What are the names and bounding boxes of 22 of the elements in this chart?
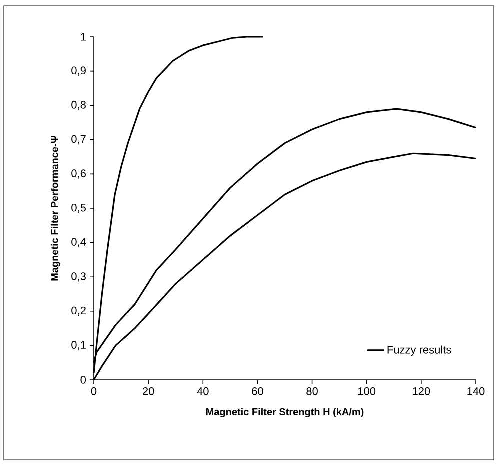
x-tick-label: 80 <box>306 388 318 396</box>
y-tick-label: 0,5 <box>72 204 86 214</box>
x-tick-label: 20 <box>143 388 154 396</box>
y-tick-label: 0,7 <box>72 135 86 144</box>
x-tick-label: 100 <box>358 388 376 396</box>
y-tick-label: 0,9 <box>72 66 86 76</box>
legend-label: Fuzzy results <box>388 346 452 356</box>
y-tick-label: 0,6 <box>72 170 86 179</box>
x-tick-label: 40 <box>197 388 209 396</box>
y-tick-label: 0,4 <box>72 238 86 248</box>
y-tick-label: 1 <box>81 33 86 41</box>
y-tick-label: 0,8 <box>72 101 86 110</box>
x-axis-title: Magnetic Filter Strength H (kA/m) <box>206 408 364 418</box>
y-tick-label: 0 <box>80 376 86 384</box>
y-axis-title: Magnetic Filter Performance-Ψ <box>50 136 60 281</box>
x-tick-label: 0 <box>91 388 97 396</box>
y-tick-label: 0,1 <box>72 341 86 350</box>
x-tick-label: 140 <box>468 388 485 396</box>
y-tick-label: 0,3 <box>72 272 86 282</box>
y-tick-label: 0,2 <box>72 306 86 316</box>
x-tick-label: 120 <box>413 388 430 396</box>
x-tick-label: 60 <box>252 388 264 396</box>
